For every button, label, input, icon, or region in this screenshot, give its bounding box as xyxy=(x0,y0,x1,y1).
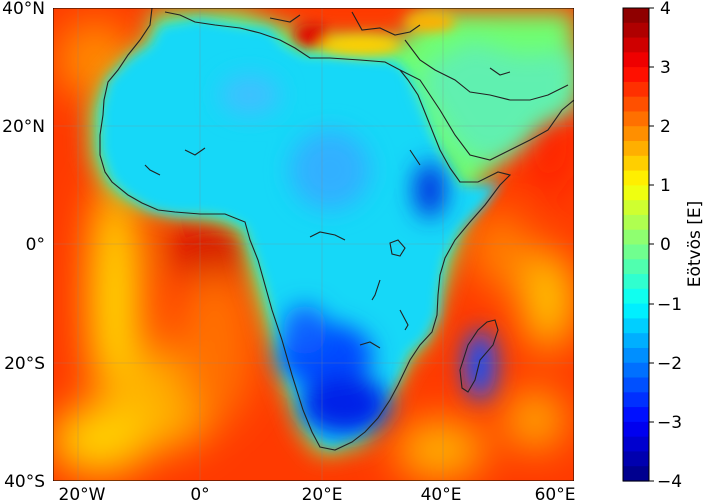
colorbar-tick-label: −2 xyxy=(657,354,682,374)
colorbar-band xyxy=(623,111,649,127)
y-tick-label: 0° xyxy=(26,235,45,255)
colorbar-band xyxy=(623,436,649,453)
y-tick-label: 40°N xyxy=(2,0,45,19)
colorbar-bands xyxy=(623,8,649,482)
x-tick-label: 60°E xyxy=(535,485,576,504)
colorbar-tick-marks xyxy=(649,7,654,482)
colorbar-band xyxy=(623,333,649,349)
colorbar: 4 3 2 1 0 −1 −2 −3 −4 Eötvös [E] xyxy=(622,0,705,492)
colorbar-band xyxy=(623,141,649,157)
colorbar-band xyxy=(623,407,649,423)
colorbar-band xyxy=(623,377,649,393)
colorbar-tick-label: 0 xyxy=(660,235,671,255)
colorbar-label: Eötvös [E] xyxy=(685,201,705,288)
colorbar-band xyxy=(623,259,649,275)
colorbar-band xyxy=(623,318,649,334)
colorbar-band xyxy=(623,451,649,467)
colorbar-band xyxy=(623,170,649,186)
colorbar-band xyxy=(623,96,649,113)
map-panel xyxy=(53,8,574,481)
colorbar-tick-label: −4 xyxy=(657,472,682,492)
colorbar-tick-label: 2 xyxy=(660,117,671,137)
colorbar-tick-label: −1 xyxy=(657,295,682,315)
colorbar-band xyxy=(623,214,649,231)
colorbar-band xyxy=(623,155,649,172)
y-axis-ticks: 40°N 20°N 0° 20°S 40°S xyxy=(2,0,45,492)
colorbar-band xyxy=(623,466,649,482)
colorbar-band xyxy=(623,288,649,305)
colorbar-band xyxy=(623,126,649,142)
y-tick-label: 20°S xyxy=(4,354,45,374)
colorbar-tick-label: 4 xyxy=(660,0,671,19)
colorbar-band xyxy=(623,67,649,83)
colorbar-band xyxy=(623,392,649,408)
colorbar-tick-label: −3 xyxy=(657,413,682,433)
gridlines xyxy=(53,8,574,481)
x-tick-label: 0° xyxy=(190,485,209,504)
x-axis-ticks: 20°W 0° 20°E 40°E 60°E xyxy=(59,485,576,504)
colorbar-band xyxy=(623,303,649,320)
colorbar-band xyxy=(623,229,649,246)
colorbar-band xyxy=(623,362,649,379)
colorbar-band xyxy=(623,8,649,24)
x-tick-label: 20°E xyxy=(302,485,343,504)
x-tick-label: 20°W xyxy=(59,485,106,504)
colorbar-band xyxy=(623,52,649,68)
colorbar-band xyxy=(623,37,649,53)
colorbar-tick-label: 3 xyxy=(660,58,671,78)
gradient-lows xyxy=(220,75,496,435)
y-tick-label: 20°N xyxy=(2,117,45,137)
colorbar-band xyxy=(623,244,649,260)
colorbar-band xyxy=(623,22,649,39)
colorbar-band xyxy=(623,200,649,216)
arabia-land xyxy=(420,40,574,165)
colorbar-band xyxy=(623,81,649,98)
coastlines xyxy=(99,8,574,451)
colorbar-band xyxy=(623,421,649,438)
colorbar-band xyxy=(623,347,649,364)
africa-land xyxy=(100,18,502,448)
y-tick-label: 40°S xyxy=(4,472,45,492)
colorbar-tick-label: 1 xyxy=(660,176,671,196)
colorbar-band xyxy=(623,185,649,201)
x-tick-label: 40°E xyxy=(421,485,462,504)
colorbar-band xyxy=(623,274,649,290)
